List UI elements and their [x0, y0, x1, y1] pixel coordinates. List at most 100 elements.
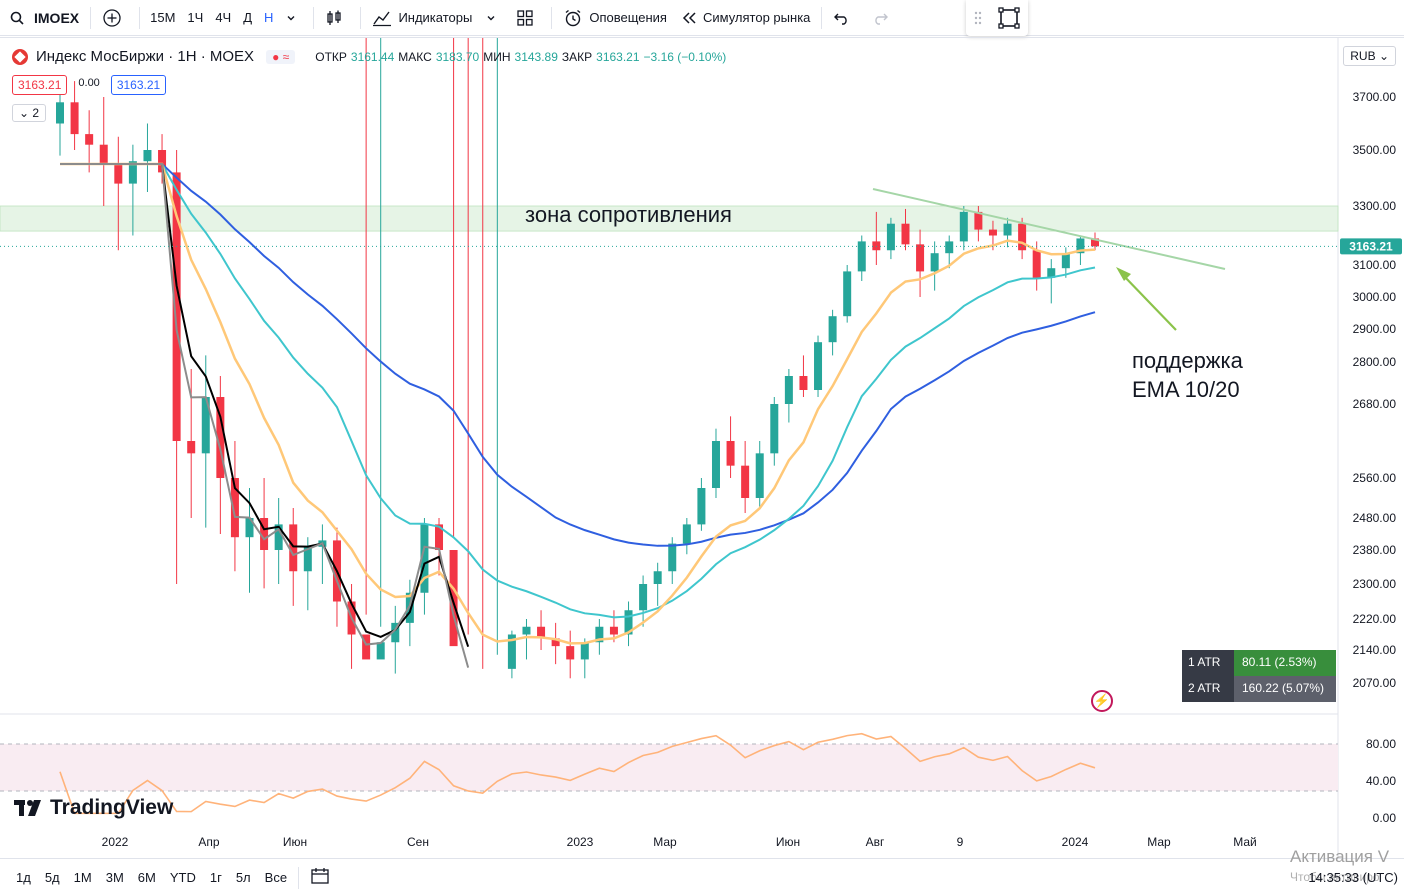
- redo-button[interactable]: [864, 0, 902, 36]
- ema10-line: [60, 163, 470, 668]
- buy-price-button[interactable]: 3163.21: [110, 75, 167, 95]
- candle-body: [405, 592, 414, 623]
- timeframe-dropdown[interactable]: [279, 0, 309, 36]
- atr-row-value: 80.11 (2.53%): [1234, 650, 1336, 676]
- candle-body: [420, 524, 429, 593]
- candle-body: [303, 546, 312, 572]
- candle-body: [988, 229, 997, 236]
- range-5d[interactable]: 5д: [44, 870, 60, 885]
- range-ytd[interactable]: YTD: [169, 870, 196, 885]
- layouts-button[interactable]: [509, 0, 547, 36]
- chart-legend: Индекс МосБиржи · 1Н · MOEX ● ≈ ОТКР 3161…: [12, 48, 726, 65]
- candle-body: [1032, 250, 1041, 278]
- timeframe-day[interactable]: Д: [243, 10, 253, 25]
- price-tick-label: 3000.00: [1353, 290, 1397, 304]
- price-tick-label: 2000.00: [1353, 38, 1397, 41]
- candle-body: [114, 164, 123, 184]
- rsi-tick-label: 80.00: [1366, 737, 1396, 751]
- ohlc-values: ОТКР 3161.44 МАКС 3183.70 МИН 3143.89 ЗАКР 3…: [315, 50, 726, 64]
- candle-body: [843, 271, 852, 317]
- candle-body: [1061, 253, 1070, 269]
- alerts-button[interactable]: Оповещения: [556, 0, 674, 36]
- range-all[interactable]: Все: [264, 870, 288, 885]
- atr-row-label: 1 ATR: [1182, 650, 1234, 676]
- price-tick-label: 3500.00: [1353, 143, 1397, 157]
- time-tick-label: Июн: [283, 835, 307, 849]
- fullscreen-frame-icon[interactable]: [997, 6, 1021, 30]
- ema50-line: [60, 162, 1096, 645]
- range-1d[interactable]: 1д: [16, 870, 31, 885]
- range-6m[interactable]: 6М: [137, 870, 156, 885]
- undo-icon: [834, 13, 848, 25]
- candle-body: [741, 465, 750, 498]
- resistance-trendline: [872, 188, 1226, 270]
- indicators-button[interactable]: Индикаторы: [365, 0, 479, 36]
- atr-table: 1 ATR 80.11 (2.53%) 2 ATR 160.22 (5.07%): [1182, 650, 1336, 702]
- atr-row-label: 2 ATR: [1182, 676, 1234, 702]
- range-1m[interactable]: 1М: [73, 870, 92, 885]
- price-tick-label: 2380.00: [1353, 543, 1397, 557]
- indicators-dropdown[interactable]: [479, 0, 509, 36]
- candle-body: [974, 211, 983, 230]
- timeframe-1h[interactable]: 1Ч: [187, 10, 204, 25]
- candle-body: [755, 453, 764, 498]
- last-price-tag: 3163.21: [1349, 239, 1393, 253]
- candle-body: [376, 642, 385, 660]
- candle-body: [1047, 268, 1056, 278]
- drag-handle-icon[interactable]: [974, 10, 982, 26]
- ema200-line: [60, 163, 1096, 547]
- instrument-title[interactable]: Индекс МосБиржи · 1Н · MOEX: [36, 48, 255, 65]
- candle-body: [56, 102, 64, 124]
- rsi-line: [59, 732, 1096, 815]
- price-tick-label: 3300.00: [1353, 199, 1397, 213]
- open-label: ОТКР: [315, 49, 347, 64]
- price-tick-label: 2560.00: [1353, 471, 1397, 485]
- candle-body: [551, 638, 560, 647]
- bottom-toolbar: 1д 5д 1М 3М 6М YTD 1г 5л Все: [0, 858, 1404, 896]
- candle-body: [930, 253, 939, 272]
- chart-type-button[interactable]: [318, 0, 356, 36]
- close-value: 3163.21: [596, 49, 640, 64]
- candle-body: [172, 172, 181, 441]
- chevron-down-icon: [487, 15, 495, 20]
- symbol-search-button[interactable]: IMOEX: [0, 0, 86, 36]
- candle-body: [726, 441, 735, 466]
- date-range-button[interactable]: [303, 867, 337, 888]
- support-arrow: [1121, 273, 1177, 331]
- candle-body: [828, 316, 837, 343]
- sell-price-button[interactable]: 3163.21: [12, 75, 68, 95]
- collapsed-indicators-count: 2: [32, 106, 40, 120]
- watermark-line1: Активация V: [1290, 847, 1390, 866]
- divider: [139, 6, 141, 29]
- replay-button[interactable]: Симулятор рынка: [674, 0, 817, 36]
- price-tick-label: 2900.00: [1353, 322, 1397, 336]
- alerts-label: Оповещения: [589, 10, 667, 25]
- price-chart[interactable]: 3700.00 3500.00 3300.00 3100.00 3000.00 2900.…: [0, 38, 1404, 858]
- symbol-label: IMOEX: [34, 9, 80, 26]
- undo-button[interactable]: [826, 0, 864, 36]
- timeframe-week[interactable]: Н: [264, 10, 274, 25]
- currency-select[interactable]: RUB ⌄: [1343, 46, 1396, 66]
- legend-collapse-button[interactable]: ⌄ 2: [12, 104, 47, 122]
- resistance-zone-label[interactable]: зона сопротивления: [525, 202, 732, 227]
- range-5y[interactable]: 5л: [235, 870, 251, 885]
- divider: [0, 37, 1404, 38]
- atr-row: 2 ATR 160.22 (5.07%): [1182, 676, 1336, 702]
- time-tick-label: 2023: [567, 835, 594, 849]
- low-value: 3143.89: [514, 49, 558, 64]
- support-label[interactable]: поддержка EMA 10/20: [1132, 346, 1243, 404]
- price-axis-panel: [1338, 38, 1404, 858]
- range-1y[interactable]: 1г: [209, 870, 222, 885]
- tradingview-logo[interactable]: TradingView: [14, 796, 173, 820]
- candle-body: [945, 241, 954, 254]
- timeframe-15m[interactable]: 15М: [150, 10, 176, 25]
- indicators-label: Индикаторы: [398, 10, 473, 25]
- open-value: 3161.44: [350, 49, 395, 64]
- tradingview-logo-text: TradingView: [50, 796, 174, 819]
- range-3m[interactable]: 3М: [105, 870, 124, 885]
- timeframe-4h[interactable]: 4Ч: [215, 10, 232, 25]
- bolt-icon[interactable]: ⚡: [1091, 690, 1113, 712]
- candle-body: [711, 441, 720, 488]
- compare-add-button[interactable]: [95, 0, 135, 36]
- indicator-toggle-icon[interactable]: ● ≈: [266, 49, 296, 64]
